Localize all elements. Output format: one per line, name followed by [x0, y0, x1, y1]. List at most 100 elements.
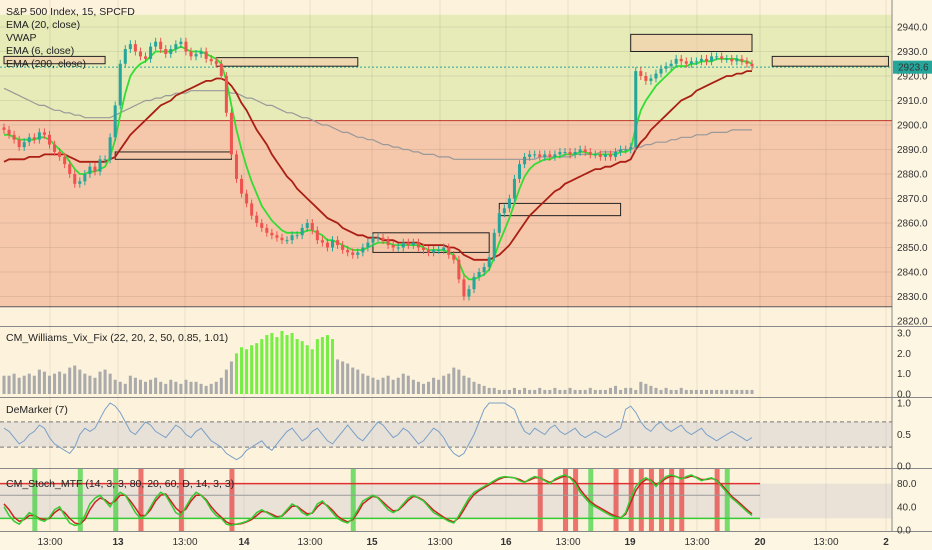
stoch-tick-label: 80.0 — [897, 479, 917, 490]
candle-body — [659, 68, 663, 74]
wvf-bar — [507, 389, 511, 394]
wvf-bar — [512, 387, 516, 394]
wvf-bar — [12, 373, 16, 394]
candle-body — [199, 51, 203, 54]
candle-body — [548, 154, 552, 157]
wvf-bar — [149, 379, 153, 394]
wvf-bar — [280, 330, 284, 394]
stoch-signal-bar — [178, 469, 184, 531]
legend-vwap[interactable]: VWAP — [6, 32, 37, 44]
stoch-signal-bar — [350, 469, 356, 531]
price-tick-label: 2850.0 — [897, 243, 928, 254]
legend-ema20[interactable]: EMA (20, close) — [6, 19, 80, 31]
candle-body — [351, 252, 355, 255]
candle-body — [290, 235, 294, 241]
wvf-bar — [366, 375, 370, 394]
wvf-bar — [492, 387, 496, 394]
wvf-bar — [63, 373, 67, 394]
sd-box — [215, 57, 359, 67]
wvf-bar — [315, 339, 319, 394]
wvf-bar — [674, 389, 678, 394]
candle-body — [295, 235, 299, 237]
candle-body — [214, 61, 218, 64]
wvf-bar — [411, 379, 415, 394]
candle-body — [523, 156, 527, 165]
candle-body — [538, 154, 542, 157]
candle-body — [432, 249, 436, 253]
candle-body — [280, 237, 284, 241]
wvf-bar — [37, 369, 41, 394]
wvf-bar — [103, 369, 107, 394]
wvf-tick-label: 1.0 — [897, 369, 911, 380]
wvf-bar — [320, 337, 324, 394]
wvf-bar — [664, 387, 668, 394]
price-tick-label: 2910.0 — [897, 96, 928, 107]
candle-body — [32, 137, 36, 140]
candle-body — [720, 56, 724, 59]
candle-body — [598, 154, 602, 157]
wvf-bar — [669, 389, 673, 394]
sd-box — [771, 55, 889, 67]
candle-body — [674, 58, 678, 64]
stoch-tick-label: 0.0 — [897, 526, 911, 537]
wvf-bar — [194, 381, 198, 394]
wvf-bar — [138, 379, 142, 394]
wvf-bar — [730, 389, 734, 394]
candle-body — [27, 137, 31, 143]
wvf-bar — [603, 389, 607, 394]
sd-box — [498, 202, 622, 217]
wvf-bar — [164, 383, 168, 394]
wvf-bar — [740, 389, 744, 394]
candle-body — [149, 46, 153, 59]
time-tick-label: 13:00 — [813, 537, 838, 548]
candle-body — [452, 254, 456, 260]
wvf-bar — [639, 381, 643, 394]
legend-ema200[interactable]: EMA (200, close) — [6, 58, 86, 70]
candle-body — [517, 164, 522, 179]
candle-body — [603, 154, 607, 157]
candle-body — [108, 137, 112, 160]
stoch-signal-bar — [563, 469, 568, 531]
wvf-bar — [174, 381, 178, 394]
candle-body — [88, 166, 92, 174]
wvf-bar — [325, 335, 329, 394]
candle-body — [164, 49, 168, 54]
wvf-bar — [250, 345, 254, 394]
wvf-bar — [624, 387, 628, 394]
wvf-bar — [679, 387, 683, 394]
candle-body — [437, 249, 441, 251]
wvf-tick-label: 0.0 — [897, 390, 911, 401]
wvf-bar — [548, 389, 552, 394]
candle-body — [512, 178, 516, 199]
candle-body — [219, 63, 223, 76]
wvf-histogram — [2, 330, 754, 394]
candle-body — [411, 242, 415, 246]
candle-body — [704, 58, 709, 62]
wvf-bar — [447, 373, 451, 394]
legend-ema6[interactable]: EMA (6, close) — [6, 45, 74, 57]
supply-demand-boxes — [3, 33, 889, 253]
candle-body — [93, 166, 97, 172]
wvf-bar — [396, 377, 400, 394]
wvf-bar — [159, 381, 163, 394]
candle-body — [42, 132, 46, 135]
wvf-tick-label: 2.0 — [897, 349, 911, 360]
wvf-bar — [381, 377, 385, 394]
wvf-bar — [118, 381, 122, 394]
wvf-bar — [189, 381, 193, 394]
candle-body — [669, 63, 673, 67]
wvf-bar — [427, 381, 431, 394]
candle-body — [260, 223, 264, 228]
candle-body — [245, 193, 249, 204]
demarker-line — [3, 402, 753, 461]
candle-body — [396, 247, 400, 249]
wvf-bar — [659, 389, 663, 394]
wvf-bar — [330, 339, 335, 394]
candle-body — [320, 240, 324, 243]
candle-body — [497, 213, 501, 233]
price-tick-label: 2840.0 — [897, 268, 928, 279]
wvf-bar — [598, 389, 602, 394]
wvf-bar — [128, 375, 132, 394]
wvf-bar — [113, 379, 117, 394]
